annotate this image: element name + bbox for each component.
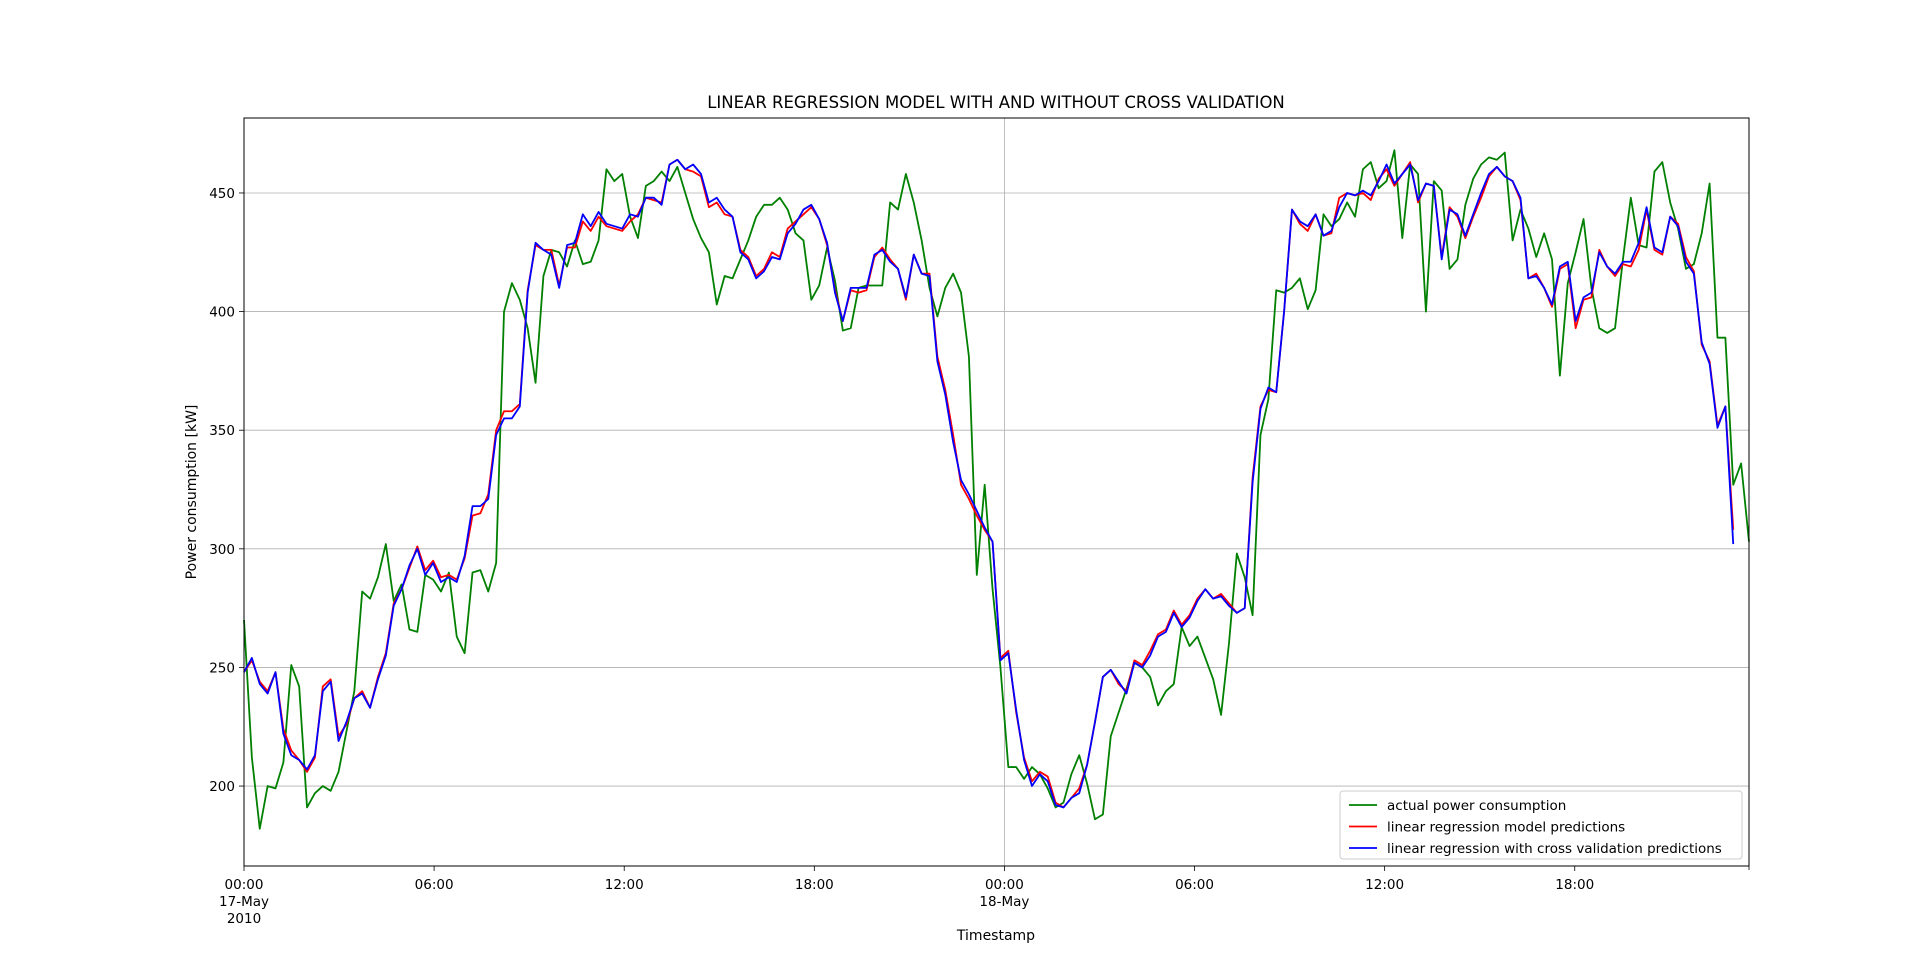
- x-tick-label: 17-May: [219, 894, 269, 910]
- x-axis-label: Timestamp: [956, 928, 1035, 944]
- x-tick-label: 2010: [227, 911, 261, 927]
- plot-background: [244, 118, 1749, 866]
- x-tick-label: 12:00: [605, 877, 644, 893]
- y-tick-label: 300: [209, 542, 235, 558]
- legend-label: linear regression model predictions: [1387, 820, 1625, 836]
- series-line-1: [243, 149, 1750, 830]
- y-tick-label: 250: [209, 660, 235, 676]
- x-tick-label: 06:00: [415, 877, 454, 893]
- chart-title: LINEAR REGRESSION MODEL WITH AND WITHOUT…: [707, 93, 1285, 112]
- series-line-3: [243, 158, 1735, 809]
- y-tick-label: 350: [209, 423, 235, 439]
- x-tick-label: 06:00: [1175, 877, 1214, 893]
- legend: actual power consumption linear regressio…: [1339, 790, 1743, 860]
- legend-box: [1339, 790, 1743, 860]
- x-tick-label: 18:00: [795, 877, 834, 893]
- legend-label: linear regression with cross validation …: [1387, 841, 1722, 857]
- y-axis-label: Power consumption [kW]: [184, 405, 200, 580]
- x-tick-label: 00:00: [985, 877, 1024, 893]
- data-series-group: [243, 149, 1750, 830]
- y-tick-label: 450: [209, 186, 235, 202]
- x-tick-label: 00:00: [225, 877, 264, 893]
- y-tick-label: 400: [209, 305, 235, 321]
- grid-lines: [244, 118, 1749, 866]
- x-tick-label: 18-May: [979, 894, 1029, 910]
- y-tick-label: 200: [209, 779, 235, 795]
- legend-label: actual power consumption: [1387, 798, 1566, 814]
- plot-frame: [243, 117, 1750, 867]
- y-axis: 200 250 300 350 400 450: [209, 186, 244, 795]
- x-tick-label: 18:00: [1555, 877, 1594, 893]
- x-tick-label: 12:00: [1365, 877, 1404, 893]
